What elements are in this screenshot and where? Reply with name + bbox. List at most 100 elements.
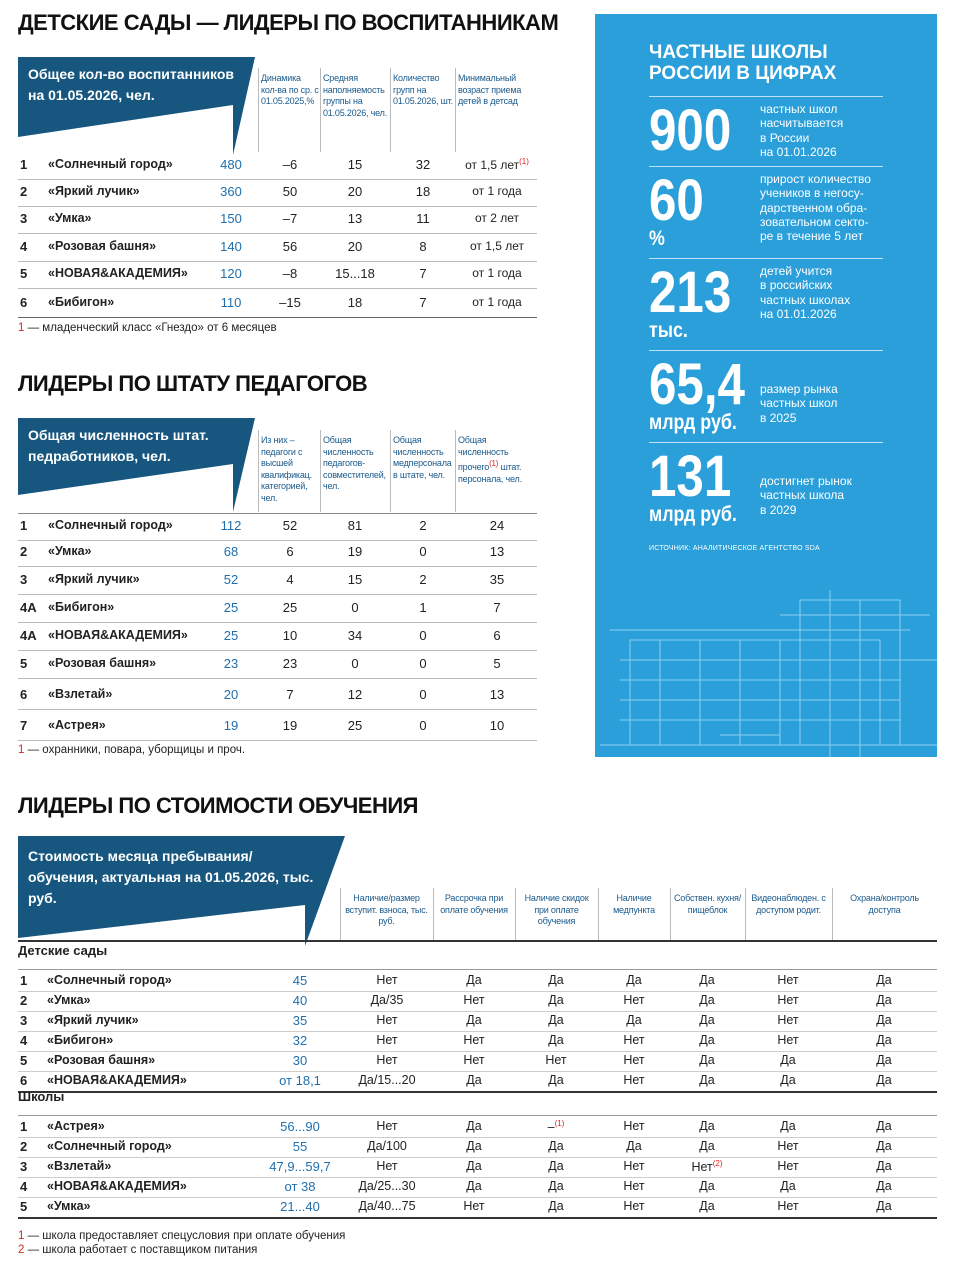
cell: Да bbox=[548, 993, 564, 1007]
cell: 15 bbox=[347, 157, 363, 172]
section-title: ЛИДЕРЫ ПО ШТАТУ ПЕДАГОГОВ bbox=[18, 371, 368, 396]
rank: 3 bbox=[20, 1013, 28, 1028]
cell: 23 bbox=[282, 656, 298, 671]
column-header: Средняя наполняемость группы на 01.05.20… bbox=[323, 73, 387, 118]
rank: 7 bbox=[20, 718, 28, 733]
cell: Да bbox=[780, 1179, 796, 1193]
cell: Да bbox=[466, 1119, 482, 1133]
cell: 34 bbox=[347, 628, 363, 643]
big-number: 65,4 bbox=[649, 352, 745, 417]
cell: Нет bbox=[623, 1119, 645, 1133]
cell: 32 bbox=[415, 157, 431, 172]
total: 25 bbox=[223, 600, 239, 615]
rank: 5 bbox=[20, 266, 28, 281]
cell: Нет bbox=[777, 973, 799, 987]
section-title: ДЕТСКИЕ САДЫ — ЛИДЕРЫ ПО ВОСПИТАННИКАМ bbox=[18, 10, 559, 35]
column-header: Собствен. кухня/ пищеблок bbox=[673, 893, 742, 915]
cell: Нет(2) bbox=[667, 1159, 747, 1174]
rule bbox=[18, 566, 537, 567]
cell: 0 bbox=[419, 628, 427, 643]
name: «Умка» bbox=[48, 211, 92, 225]
cell: 12 bbox=[347, 687, 363, 702]
rule bbox=[18, 678, 537, 679]
rule bbox=[18, 594, 537, 595]
rank: 4 bbox=[20, 1033, 28, 1048]
cell: Да bbox=[548, 1139, 564, 1153]
rule bbox=[649, 442, 883, 443]
footnote-ref: (2) bbox=[712, 1159, 723, 1168]
stat-text: частных школах bbox=[760, 292, 851, 307]
cell: Да/40...75 bbox=[358, 1199, 416, 1213]
cell: Да bbox=[548, 1073, 564, 1087]
cell: Да bbox=[699, 1119, 715, 1133]
cell: Нет bbox=[777, 1159, 799, 1173]
column-header: Из них – педагоги с высшей квалификац. к… bbox=[261, 435, 312, 503]
price: 47,9...59,7 bbox=[269, 1159, 331, 1174]
price: 40 bbox=[292, 993, 308, 1008]
footnote: 1 — школа предоставляет спецусловия при … bbox=[18, 1230, 345, 1242]
rank: 3 bbox=[20, 572, 28, 587]
rule bbox=[18, 233, 537, 234]
text-part: от 1,5 лет bbox=[465, 158, 520, 172]
cell: Нет bbox=[777, 1199, 799, 1213]
stat-text: размер рынка bbox=[760, 382, 838, 396]
cell: 5 bbox=[493, 656, 501, 671]
footnote-mark: 1 bbox=[18, 1230, 25, 1242]
stat-text: частных школа bbox=[760, 488, 845, 503]
stat-text: в 2025 bbox=[760, 410, 797, 425]
rule bbox=[18, 650, 537, 651]
banner bbox=[18, 418, 255, 512]
cell: Нет bbox=[777, 1033, 799, 1047]
cell: Да bbox=[780, 1053, 796, 1067]
column-divider bbox=[598, 888, 599, 940]
cell: –6 bbox=[282, 157, 298, 172]
cell: 20 bbox=[347, 184, 363, 199]
banner bbox=[18, 836, 345, 946]
name: «Взлетай» bbox=[47, 1159, 112, 1173]
cell: Да bbox=[699, 973, 715, 987]
price: 35 bbox=[292, 1013, 308, 1028]
cell: 20 bbox=[347, 239, 363, 254]
rank: 1 bbox=[20, 1119, 28, 1134]
column-header: Наличие скидок при оплате обучения bbox=[524, 893, 589, 926]
cell: 0 bbox=[351, 600, 359, 615]
rule bbox=[18, 1115, 937, 1116]
cell: Да/35 bbox=[370, 993, 404, 1007]
cell: 2 bbox=[419, 518, 427, 533]
cell: Да bbox=[548, 1199, 564, 1213]
unit: млрд руб. bbox=[649, 503, 737, 526]
text-part: штат. персонала, чел. bbox=[458, 462, 522, 484]
price: 30 bbox=[292, 1053, 308, 1068]
cell: 52 bbox=[282, 518, 298, 533]
stat-text: дарственном обра- bbox=[760, 200, 868, 215]
rank: 2 bbox=[20, 993, 28, 1008]
cell: 25 bbox=[347, 718, 363, 733]
cell: Да bbox=[548, 1033, 564, 1047]
column-header: Охрана/контроль доступа bbox=[850, 893, 919, 915]
cell: Да bbox=[699, 1053, 715, 1067]
cell: Нет bbox=[623, 1053, 645, 1067]
cell: Да bbox=[699, 1199, 715, 1213]
cell: 0 bbox=[419, 544, 427, 559]
cell: Да bbox=[876, 1013, 892, 1027]
cell: от 1 года bbox=[472, 266, 522, 280]
big-number: 60 bbox=[649, 168, 704, 233]
name: «НОВАЯ&АКАДЕМИЯ» bbox=[47, 1073, 187, 1087]
unit: млрд руб. bbox=[649, 411, 737, 434]
cell: 4 bbox=[286, 572, 294, 587]
footnote-text: — школа предоставляет спецусловия при оп… bbox=[27, 1230, 346, 1242]
stat-text: ре в течение 5 лет bbox=[760, 229, 864, 244]
column-divider bbox=[320, 68, 321, 152]
cell: Да bbox=[876, 1179, 892, 1193]
name: «Солнечный город» bbox=[47, 1139, 172, 1153]
total: 68 bbox=[223, 544, 239, 559]
total: 140 bbox=[220, 239, 242, 254]
stat-text: детей учится bbox=[760, 264, 833, 278]
rank: 2 bbox=[20, 544, 28, 559]
group-label: Школы bbox=[18, 1089, 65, 1104]
cell: Нет bbox=[623, 1073, 645, 1087]
cell: Да bbox=[548, 1179, 564, 1193]
price: 45 bbox=[292, 973, 308, 988]
name: «Умка» bbox=[48, 544, 92, 558]
cell: 24 bbox=[489, 518, 505, 533]
